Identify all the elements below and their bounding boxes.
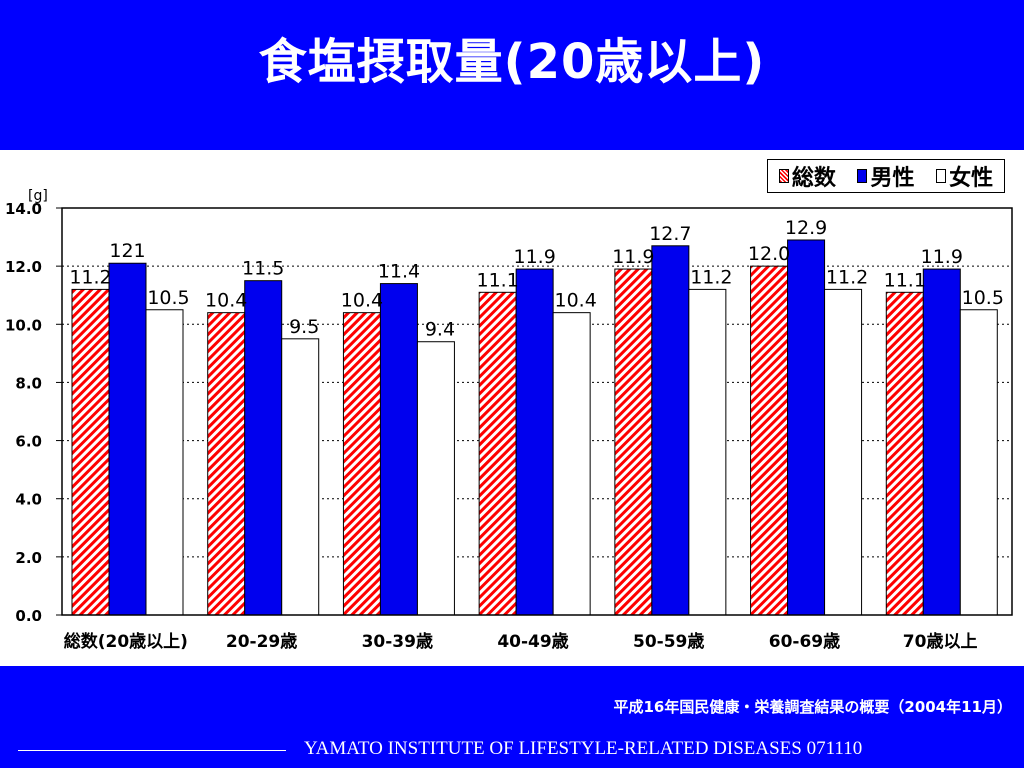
data-label-female: 9.4 xyxy=(425,319,455,341)
data-label-male: 121 xyxy=(109,240,145,262)
data-label-female: 10.5 xyxy=(962,287,1004,309)
x-category-label: 20-29歳 xyxy=(226,631,297,652)
data-label-total: 10.4 xyxy=(205,290,247,312)
x-category-label: 50-59歳 xyxy=(633,631,704,652)
bar-female xyxy=(145,309,184,616)
y-tick-label: 2.0 xyxy=(15,549,42,567)
chart-panel: [g] 総数 男性 女性 11.2 121 10.5 10.4 11.5 9.5 10.4 1… xyxy=(0,150,1024,666)
y-tick-label: 6.0 xyxy=(15,433,42,451)
bar-male xyxy=(651,245,690,616)
chart-legend: 総数 男性 女性 xyxy=(767,159,1005,193)
data-label-female: 9.5 xyxy=(289,316,319,338)
footer-divider xyxy=(18,750,286,751)
data-label-male: 11.4 xyxy=(378,261,420,283)
x-category-label: 40-49歳 xyxy=(497,631,568,652)
legend-swatch-total xyxy=(778,169,789,183)
bar-male xyxy=(515,268,554,616)
data-label-female: 11.2 xyxy=(826,266,868,288)
x-category-label: 60-69歳 xyxy=(769,631,840,652)
data-label-total: 11.9 xyxy=(612,246,654,268)
y-tick-label: 4.0 xyxy=(15,491,42,509)
data-label-male: 11.9 xyxy=(921,246,963,268)
bar-female xyxy=(281,338,320,616)
footer-organization: YAMATO INSTITUTE OF LIFESTYLE-RELATED DI… xyxy=(304,738,863,759)
data-label-male: 11.9 xyxy=(513,246,555,268)
legend-label-male: 男性 xyxy=(870,166,915,191)
bar-female xyxy=(552,312,591,616)
y-tick-label: 14.0 xyxy=(5,200,42,218)
legend-swatch-male xyxy=(857,169,868,183)
legend-label-female: 女性 xyxy=(949,166,994,191)
data-label-female: 10.5 xyxy=(147,287,189,309)
bar-total xyxy=(71,288,110,616)
bar-total xyxy=(750,265,789,616)
legend-swatch-female xyxy=(936,169,947,183)
slide-title: 食塩摂取量(20歳以上) xyxy=(258,34,766,90)
bar-total xyxy=(207,312,246,616)
bar-female xyxy=(824,288,863,616)
y-tick-label: 8.0 xyxy=(15,374,42,392)
legend-label-total: 総数 xyxy=(791,166,836,191)
data-label-male: 12.9 xyxy=(785,217,827,239)
data-label-total: 11.1 xyxy=(884,269,926,291)
source-note: 平成16年国民健康・栄養調査結果の概要（2004年11月） xyxy=(613,698,1013,716)
data-label-female: 11.2 xyxy=(690,266,732,288)
x-category-label: 70歳以上 xyxy=(903,631,978,652)
x-category-label: 総数(20歳以上) xyxy=(64,631,188,652)
legend-item-male: 男性 xyxy=(857,160,914,192)
bar-total xyxy=(885,291,924,616)
bar-female xyxy=(959,309,998,616)
data-label-total: 11.2 xyxy=(69,266,111,288)
bar-total xyxy=(614,268,653,616)
bar-male xyxy=(787,239,826,616)
y-axis-unit-label: [g] xyxy=(28,188,48,204)
data-label-total: 11.1 xyxy=(476,269,518,291)
legend-item-total: 総数 xyxy=(778,160,836,192)
x-category-label: 30-39歳 xyxy=(362,631,433,652)
y-tick-label: 12.0 xyxy=(5,258,42,276)
y-tick-label: 10.0 xyxy=(5,316,42,334)
data-label-total: 12.0 xyxy=(748,243,790,265)
legend-item-female: 女性 xyxy=(936,160,993,192)
data-label-male: 12.7 xyxy=(649,223,691,245)
bar-male xyxy=(244,280,283,616)
bar-male xyxy=(922,268,961,616)
bar-male xyxy=(108,262,147,616)
bar-female xyxy=(688,288,727,616)
bar-male xyxy=(379,283,418,616)
data-label-female: 10.4 xyxy=(554,290,596,312)
bar-female xyxy=(416,341,455,616)
data-label-male: 11.5 xyxy=(242,258,284,280)
y-tick-label: 0.0 xyxy=(15,607,42,625)
bar-total xyxy=(478,291,517,616)
bar-total xyxy=(342,312,381,616)
plot-frame xyxy=(61,207,1013,616)
data-label-total: 10.4 xyxy=(341,290,383,312)
